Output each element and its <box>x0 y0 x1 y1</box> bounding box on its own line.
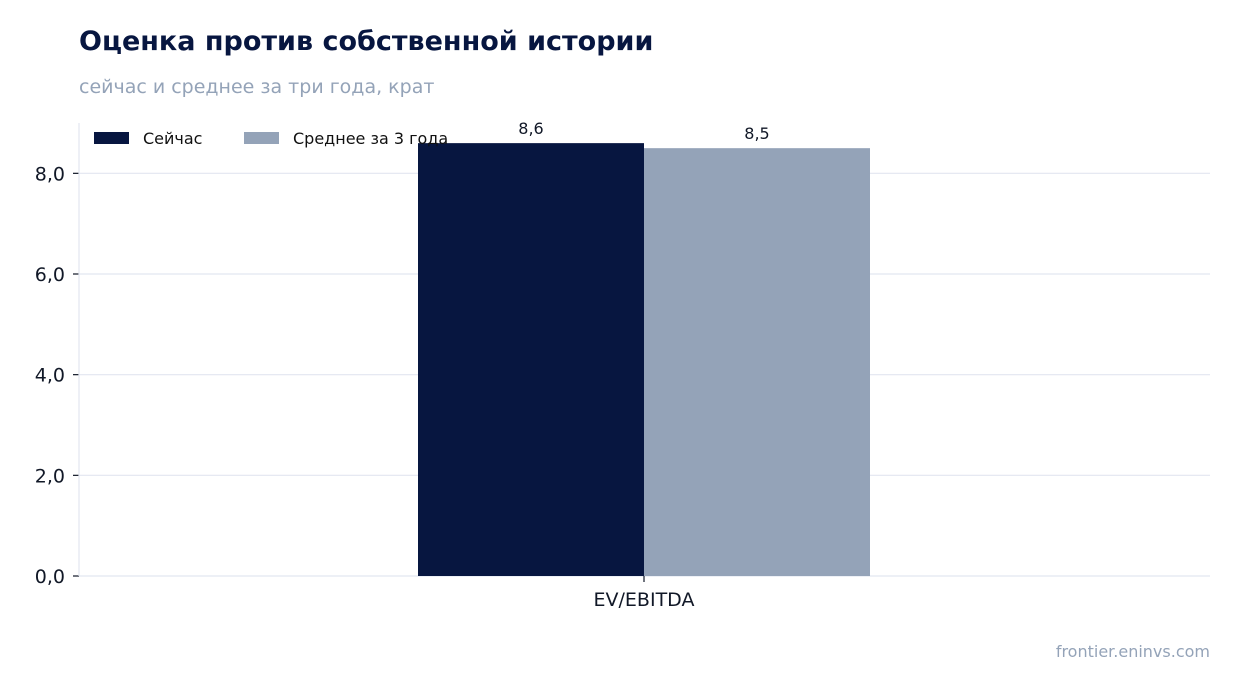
legend-label-avg-3y: Среднее за 3 года <box>293 129 448 148</box>
chart-title: Оценка против собственной истории <box>79 26 654 57</box>
bar-avg-3y <box>644 148 870 576</box>
y-tick-label: 2,0 <box>35 465 65 487</box>
bar-now <box>418 143 644 576</box>
data-label: 8,5 <box>744 124 769 143</box>
y-tick-label: 4,0 <box>35 365 65 387</box>
data-label: 8,6 <box>518 119 543 138</box>
x-tick-label: EV/EBITDA <box>594 589 695 611</box>
y-tick-label: 0,0 <box>35 566 65 588</box>
legend-label-now: Сейчас <box>143 129 202 148</box>
y-tick-label: 8,0 <box>35 163 65 185</box>
chart-subtitle: сейчас и среднее за три года, крат <box>79 76 435 98</box>
y-tick-label: 6,0 <box>35 264 65 286</box>
source-label: frontier.eninvs.com <box>1055 642 1210 661</box>
legend-swatch-avg-3y <box>244 132 279 144</box>
legend-swatch-now <box>94 132 129 144</box>
